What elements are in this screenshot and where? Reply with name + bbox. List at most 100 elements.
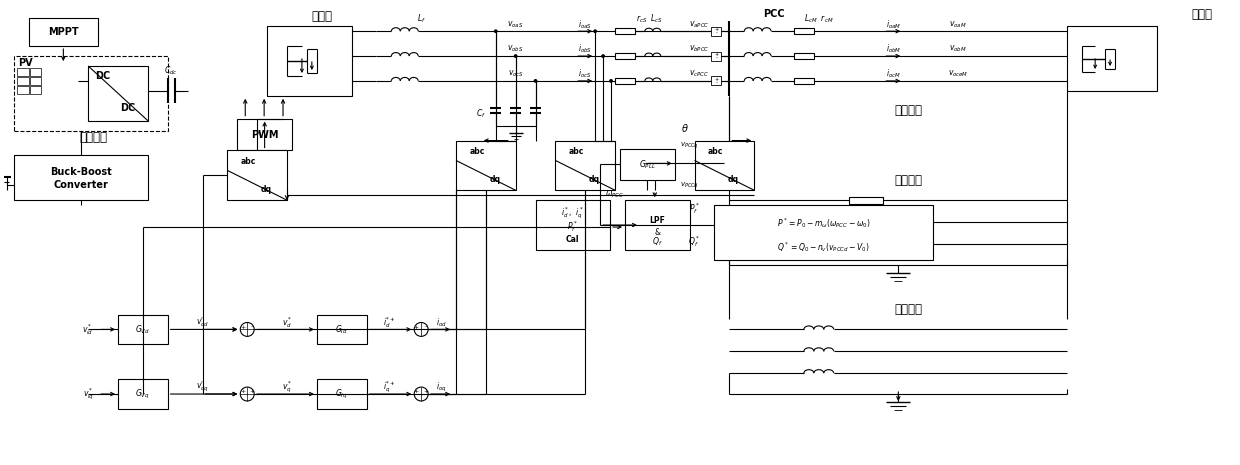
Bar — [848, 197, 883, 204]
Text: $v_{aPCC}$: $v_{aPCC}$ — [689, 19, 709, 29]
Text: $v_{cPCC}$: $v_{cPCC}$ — [689, 69, 709, 79]
Text: -: - — [250, 325, 253, 330]
Text: +: + — [239, 325, 246, 330]
Bar — [317, 314, 367, 344]
Text: 无功负载: 无功负载 — [894, 303, 923, 316]
Text: $\omega_{PCC}$: $\omega_{PCC}$ — [605, 190, 625, 200]
Text: $v_{obM}$: $v_{obM}$ — [949, 44, 967, 54]
Text: -: - — [715, 80, 717, 86]
Text: $v_{oaS}$: $v_{oaS}$ — [507, 19, 523, 29]
Text: LPF: LPF — [650, 216, 665, 225]
Text: 主电源: 主电源 — [1190, 8, 1211, 21]
Text: $v_{oceM}$: $v_{oceM}$ — [947, 69, 968, 79]
Text: $v_{bPCC}$: $v_{bPCC}$ — [689, 44, 709, 54]
Text: +: + — [414, 389, 419, 394]
Bar — [714, 205, 934, 260]
Circle shape — [495, 30, 497, 33]
Text: $v_{PCCq}$: $v_{PCCq}$ — [681, 140, 699, 151]
Text: 从电源: 从电源 — [311, 10, 332, 23]
Text: $P^* = P_0 - m_\omega(\omega_{PCC} - \omega_0)$: $P^* = P_0 - m_\omega(\omega_{PCC} - \om… — [777, 216, 870, 230]
Text: +: + — [714, 52, 718, 57]
Text: abc: abc — [241, 157, 255, 166]
Bar — [456, 140, 516, 190]
Bar — [615, 53, 635, 59]
Text: $i_d^{*+}$: $i_d^{*+}$ — [383, 315, 396, 330]
Text: $i_{oaS}$: $i_{oaS}$ — [578, 18, 593, 31]
Text: $G_{Vd}$: $G_{Vd}$ — [135, 323, 150, 336]
Bar — [1068, 26, 1157, 91]
Text: $i_q^{*+}$: $i_q^{*+}$ — [383, 379, 396, 395]
Text: $i_{ocM}$: $i_{ocM}$ — [885, 68, 900, 80]
Text: $v_q^*$: $v_q^*$ — [281, 379, 293, 395]
Bar — [694, 140, 754, 190]
Text: dq: dq — [589, 175, 600, 184]
Bar — [16, 77, 29, 85]
Text: Cal: Cal — [565, 235, 579, 245]
Text: Buck-Boost: Buck-Boost — [50, 167, 112, 177]
Bar — [794, 28, 813, 34]
Text: $G_{Iq}$: $G_{Iq}$ — [335, 387, 348, 400]
Bar — [536, 200, 610, 250]
Text: +: + — [423, 389, 429, 394]
Text: $Q_f^*$: $Q_f^*$ — [688, 234, 701, 249]
Text: $v_{oaM}$: $v_{oaM}$ — [949, 19, 967, 29]
Text: $r_{cS}\ \ L_{cS}$: $r_{cS}\ \ L_{cS}$ — [636, 12, 663, 25]
Bar — [615, 78, 635, 84]
Text: $L_f$: $L_f$ — [417, 12, 425, 25]
Circle shape — [515, 55, 517, 57]
Bar — [227, 151, 286, 200]
Text: $v_{obS}$: $v_{obS}$ — [507, 44, 523, 54]
Text: $i_{oq}$: $i_{oq}$ — [435, 380, 446, 393]
Text: $C_{dc}$: $C_{dc}$ — [165, 65, 179, 77]
Bar — [88, 66, 148, 121]
Text: 电池储能: 电池储能 — [79, 131, 107, 144]
Text: $i_d^*,\ i_q^*$: $i_d^*,\ i_q^*$ — [562, 206, 584, 221]
Text: +: + — [239, 389, 246, 394]
Text: $v_{id}^*$: $v_{id}^*$ — [83, 322, 94, 337]
Text: abc: abc — [469, 147, 485, 156]
Text: abc: abc — [569, 147, 584, 156]
Text: -: - — [715, 55, 717, 60]
Text: 线路阻抗: 线路阻抗 — [894, 104, 923, 117]
Text: $v_d^*$: $v_d^*$ — [281, 315, 293, 330]
Text: $i_{obS}$: $i_{obS}$ — [578, 43, 593, 55]
Text: DC: DC — [95, 71, 110, 81]
Text: Converter: Converter — [53, 180, 108, 190]
Bar — [620, 148, 675, 180]
Bar — [267, 26, 352, 96]
Text: $v_{PCCd}$: $v_{PCCd}$ — [680, 181, 699, 190]
Text: $v_{iq}^*$: $v_{iq}^*$ — [83, 386, 94, 402]
Bar — [712, 52, 722, 60]
Bar — [30, 68, 41, 76]
Text: dq: dq — [260, 185, 272, 194]
Text: $P_f^*$: $P_f^*$ — [689, 201, 701, 216]
Bar — [237, 119, 291, 151]
Text: dq: dq — [728, 175, 739, 184]
Circle shape — [601, 55, 604, 57]
Text: $Q_f$: $Q_f$ — [652, 236, 662, 248]
Text: $i_{oaM}$: $i_{oaM}$ — [885, 18, 901, 31]
Text: $C_f$: $C_f$ — [476, 107, 486, 120]
Text: $i_{obM}$: $i_{obM}$ — [885, 43, 901, 55]
Text: 有功负载: 有功负载 — [894, 174, 923, 187]
Text: abc: abc — [708, 147, 723, 156]
Bar — [712, 27, 722, 36]
Bar — [30, 86, 41, 94]
Text: +: + — [414, 325, 419, 330]
Text: PWM: PWM — [250, 130, 279, 140]
Bar — [317, 379, 367, 409]
Bar — [794, 78, 813, 84]
Bar — [556, 140, 615, 190]
Text: dq: dq — [490, 175, 500, 184]
Bar — [30, 77, 41, 85]
Bar — [16, 68, 29, 76]
Text: -: - — [425, 325, 427, 330]
Bar — [848, 219, 883, 226]
Bar — [16, 86, 29, 94]
Text: &: & — [655, 227, 660, 237]
Text: PV: PV — [19, 58, 33, 68]
Text: DC: DC — [120, 103, 135, 113]
Bar — [118, 314, 167, 344]
Text: $G_{Vq}$: $G_{Vq}$ — [135, 387, 150, 400]
Text: $v_{od}'$: $v_{od}'$ — [196, 316, 210, 329]
